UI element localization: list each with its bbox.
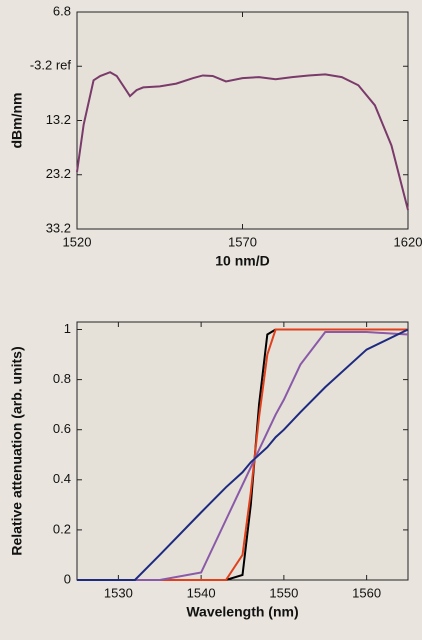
x-tick-label: 1550 <box>269 585 298 600</box>
x-tick-label: 1520 <box>63 234 92 249</box>
y-axis-label: Relative attenuation (arb. units) <box>9 346 25 555</box>
y-tick-label: 0.4 <box>53 471 71 486</box>
y-tick-label: 0.8 <box>53 371 71 386</box>
y-tick-label: 0.6 <box>53 421 71 436</box>
x-tick-label: 1540 <box>187 585 216 600</box>
x-tick-label: 1560 <box>352 585 381 600</box>
y-tick-label: 33.2 <box>46 220 71 235</box>
x-tick-label: 1530 <box>104 585 133 600</box>
x-axis-label: 10 nm/D <box>215 253 269 269</box>
y-tick-label: 6.8 <box>53 3 71 18</box>
y-tick-label: 1 <box>64 321 71 336</box>
plot-area <box>76 11 409 230</box>
data-line <box>76 71 409 211</box>
y-tick-label: 23.2 <box>46 166 71 181</box>
x-axis-label: Wavelength (nm) <box>186 604 298 620</box>
data-line <box>77 328 409 581</box>
y-tick-label: 13.2 <box>46 112 71 127</box>
x-tick-label: 1570 <box>228 234 257 249</box>
y-tick-label: 0 <box>64 571 71 586</box>
x-tick-label: 1620 <box>394 234 422 249</box>
y-tick-label: -3.2 ref <box>30 58 72 73</box>
y-axis-label: dBm/nm <box>9 93 25 149</box>
y-tick-label: 0.2 <box>53 521 71 536</box>
plot-area <box>76 321 409 581</box>
